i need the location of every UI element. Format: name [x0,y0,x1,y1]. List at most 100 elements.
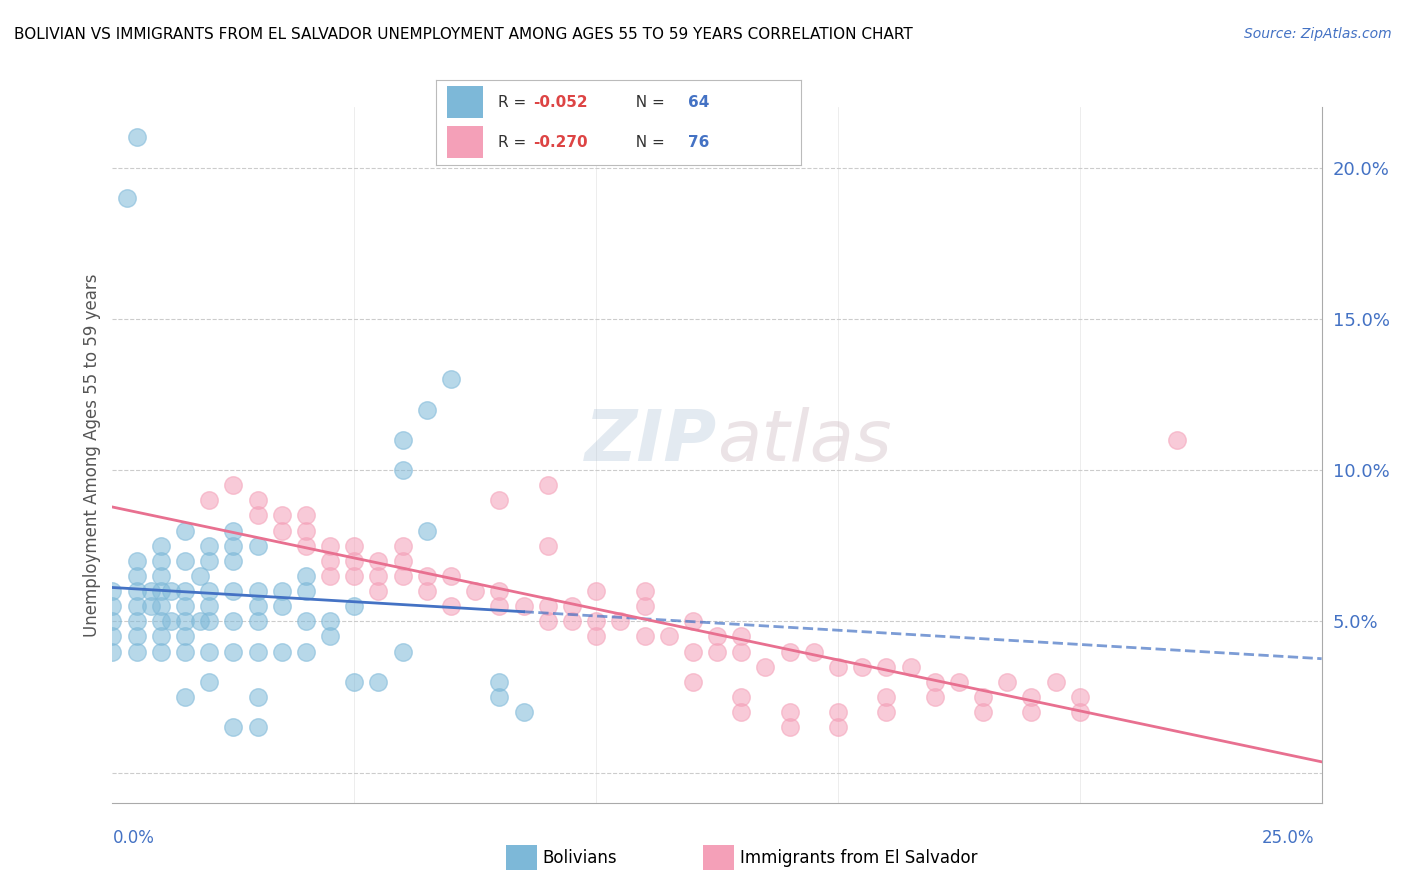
Point [174,615,197,629]
Point [198,674,221,689]
Point [222,539,245,553]
Point [585,584,607,599]
Point [875,690,897,704]
Point [827,720,849,734]
Point [246,508,269,523]
Point [367,569,389,583]
Point [125,629,148,643]
Point [730,629,752,643]
Point [149,539,172,553]
Text: N =: N = [626,135,669,150]
Y-axis label: Unemployment Among Ages 55 to 59 years: Unemployment Among Ages 55 to 59 years [83,273,101,637]
Point [488,690,510,704]
Point [343,674,366,689]
Point [391,463,413,477]
Point [706,644,728,658]
Point [101,615,124,629]
Point [198,493,221,508]
Point [730,705,752,719]
Point [972,705,994,719]
Point [658,629,681,643]
Text: ZIP: ZIP [585,407,717,475]
Point [1021,705,1043,719]
Point [222,615,245,629]
Point [391,539,413,553]
Point [633,629,655,643]
Text: -0.052: -0.052 [533,95,588,110]
Point [609,615,631,629]
Point [391,433,413,447]
Point [101,599,124,614]
Point [141,599,163,614]
Point [391,554,413,568]
Point [343,539,366,553]
Text: BOLIVIAN VS IMMIGRANTS FROM EL SALVADOR UNEMPLOYMENT AMONG AGES 55 TO 59 YEARS C: BOLIVIAN VS IMMIGRANTS FROM EL SALVADOR … [14,27,912,42]
Point [198,615,221,629]
Point [222,720,245,734]
Point [115,191,138,205]
Point [149,644,172,658]
Point [779,705,801,719]
Text: 0.0%: 0.0% [112,829,155,847]
Point [367,554,389,568]
Point [875,705,897,719]
Point [125,554,148,568]
Point [706,629,728,643]
Point [512,599,534,614]
Point [222,554,245,568]
Text: 25.0%: 25.0% [1263,829,1315,847]
Point [367,584,389,599]
Point [295,644,318,658]
Point [633,584,655,599]
Point [561,599,583,614]
Point [1166,433,1188,447]
Point [343,599,366,614]
Point [754,659,776,673]
Text: Bolivians: Bolivians [543,849,617,867]
Point [246,644,269,658]
Point [488,493,510,508]
Point [440,599,463,614]
Text: 76: 76 [688,135,710,150]
Point [198,584,221,599]
Text: R =: R = [498,135,531,150]
Point [440,569,463,583]
Point [149,569,172,583]
Point [537,615,560,629]
Point [512,705,534,719]
Point [488,584,510,599]
Point [319,539,342,553]
Point [270,508,292,523]
Point [295,524,318,538]
Point [141,584,163,599]
Point [851,659,873,673]
Point [1069,705,1091,719]
Point [295,615,318,629]
Text: Source: ZipAtlas.com: Source: ZipAtlas.com [1244,27,1392,41]
Point [924,690,946,704]
Point [682,674,704,689]
Point [440,372,463,386]
Text: atlas: atlas [717,407,891,475]
Point [343,569,366,583]
Point [1045,674,1067,689]
Point [174,524,197,538]
Point [295,539,318,553]
Point [488,674,510,689]
Point [972,690,994,704]
Point [319,615,342,629]
Point [488,599,510,614]
Point [730,644,752,658]
Point [222,584,245,599]
Point [174,554,197,568]
Point [125,644,148,658]
Point [875,659,897,673]
Point [900,659,922,673]
Point [416,524,439,538]
Point [246,720,269,734]
Bar [447,87,484,119]
Text: N =: N = [626,95,669,110]
Point [174,599,197,614]
Point [246,584,269,599]
Point [246,599,269,614]
